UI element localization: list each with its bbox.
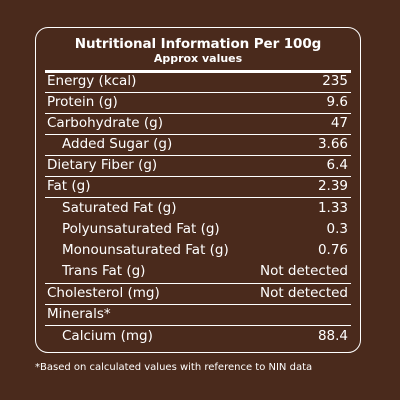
nutrient-row-trans-fat: Trans Fat (g) Not detected (47, 261, 348, 282)
nutrient-label: Carbohydrate (g) (47, 115, 164, 131)
nutrient-label: Polyunsaturated Fat (g) (62, 221, 220, 237)
nutrient-value: 88.4 (317, 328, 348, 344)
row-divider (45, 175, 351, 177)
nutrient-label: Cholesterol (mg) (47, 285, 160, 301)
panel-subtitle: Approx values (153, 52, 243, 65)
nutrient-value: 2.39 (317, 178, 348, 194)
row-divider (45, 112, 351, 114)
nutrient-row-saturated-fat: Saturated Fat (g) 1.33 (47, 198, 348, 219)
nutrient-row-minerals: Minerals* (47, 304, 348, 325)
nutrient-label: Trans Fat (g) (62, 263, 146, 279)
footnote: *Based on calculated values with referen… (35, 362, 313, 373)
nutrient-row-energy: Energy (kcal) 235 (47, 71, 348, 92)
nutrient-label: Saturated Fat (g) (62, 200, 177, 216)
nutrient-row-monounsaturated-fat: Monounsaturated Fat (g) 0.76 (47, 240, 348, 261)
header-divider (45, 70, 351, 73)
nutrient-label: Minerals* (47, 306, 111, 322)
nutrient-row-added-sugar: Added Sugar (g) 3.66 (47, 134, 348, 155)
nutrient-label: Energy (kcal) (47, 73, 137, 89)
panel-title: Nutritional Information Per 100g (74, 36, 322, 52)
nutrient-value: Not detected (259, 263, 348, 279)
nutrient-row-cholesterol: Cholesterol (mg) Not detected (47, 283, 348, 304)
row-divider (45, 282, 351, 284)
nutrient-value: 235 (322, 73, 348, 89)
nutrient-label: Protein (g) (47, 94, 118, 110)
nutrient-row-protein: Protein (g) 9.6 (47, 92, 348, 113)
row-divider (45, 91, 351, 93)
nutrient-label: Monounsaturated Fat (g) (62, 242, 229, 258)
nutrient-row-dietary-fiber: Dietary Fiber (g) 6.4 (47, 155, 348, 176)
nutrient-row-carbohydrate: Carbohydrate (g) 47 (47, 113, 348, 134)
nutrition-panel: Nutritional Information Per 100g Approx … (35, 27, 361, 353)
nutrient-value: 1.33 (317, 200, 348, 216)
row-divider (45, 154, 351, 156)
row-divider (45, 133, 351, 135)
nutrient-value: Not detected (259, 285, 348, 301)
nutrient-value: 3.66 (317, 136, 348, 152)
nutrient-label: Dietary Fiber (g) (47, 157, 158, 173)
row-divider (45, 324, 351, 326)
row-divider (45, 303, 351, 305)
row-divider (45, 196, 351, 198)
nutrient-label: Added Sugar (g) (62, 136, 173, 152)
nutrient-label: Calcium (mg) (62, 328, 153, 344)
nutrient-row-polyunsaturated-fat: Polyunsaturated Fat (g) 0.3 (47, 219, 348, 240)
nutrient-row-calcium: Calcium (mg) 88.4 (47, 326, 348, 347)
nutrient-value: 0.76 (317, 242, 348, 258)
nutrient-label: Fat (g) (47, 178, 91, 194)
nutrient-value: 6.4 (326, 157, 348, 173)
nutrient-value: 0.3 (326, 221, 348, 237)
nutrient-value: 47 (330, 115, 348, 131)
nutrient-value: 9.6 (326, 94, 348, 110)
nutrient-row-fat: Fat (g) 2.39 (47, 176, 348, 197)
